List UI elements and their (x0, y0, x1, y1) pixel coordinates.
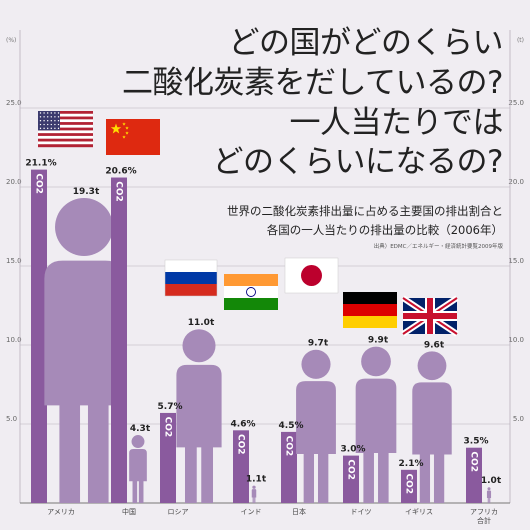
bar-value-label-5: 3.0% (341, 445, 366, 455)
bar-3 (233, 430, 249, 503)
person-mark-5 (355, 346, 397, 503)
source-note: 出典）EDMC／エネルギー・経済統計要覧2009年版 (374, 242, 504, 250)
x-tick-label-7-1: 合計 (477, 516, 491, 525)
russia-flag (164, 259, 218, 297)
person-value-label-2: 11.0t (188, 318, 215, 328)
y-tick-label-1: 5.0 (6, 415, 17, 423)
marks (31, 169, 492, 503)
x-tick-label-0: アメリカ (47, 508, 75, 516)
person-mark-2 (176, 329, 222, 503)
y-unit-left: (%) (6, 37, 16, 44)
headline-line-2: 二酸化炭素をだしているの? (122, 65, 503, 101)
y-tick-label-4: 20.0 (6, 178, 22, 186)
bar-value-label-4: 4.5% (279, 421, 304, 431)
person-mark-4 (296, 349, 336, 503)
bar-value-label-2: 5.7% (158, 402, 183, 412)
person-mark-7 (486, 487, 492, 503)
us-flag (38, 111, 93, 148)
bar-co2-text-0: CO2 (34, 173, 44, 194)
bar-co2-text-5: CO2 (346, 459, 356, 480)
bar-co2-text-2: CO2 (163, 417, 173, 438)
bar-0 (31, 169, 47, 503)
person-value-label-0: 19.3t (73, 187, 100, 197)
bar-2 (160, 412, 176, 503)
bar-5 (343, 455, 359, 503)
person-mark-6 (412, 351, 452, 503)
labels: CO2 21.1% 19.3t アメリカ CO2 20.6% 4.3t 中国 CO2 5.7% 11… (25, 159, 501, 525)
x-tick-label-4: 日本 (292, 507, 306, 516)
subtitle: 世界の二酸化炭素排出量に占める主要国の排出割合と各国の一人当たりの排出量の比較（… (227, 204, 503, 250)
subtitle-line-2: 各国の一人当たりの排出量の比較（2006年） (267, 223, 503, 237)
headline-line-4: どのくらいになるの? (213, 144, 503, 180)
person-value-label-3: 1.1t (246, 475, 267, 485)
bar-value-label-1: 20.6% (105, 167, 136, 177)
bar-6 (401, 469, 417, 503)
bar-co2-text-6: CO2 (404, 474, 414, 495)
x-tick-label-7: アフリカ (470, 508, 498, 516)
person-value-label-7: 1.0t (481, 476, 502, 486)
germany-flag (343, 292, 397, 328)
bar-co2-text-7: CO2 (469, 451, 479, 472)
y2-tick-label-4: 20.0 (508, 178, 524, 186)
y-tick-label-5: 25.0 (6, 99, 22, 107)
x-tick-label-1: 中国 (122, 507, 136, 516)
person-value-label-4: 9.7t (308, 339, 329, 349)
bar-value-label-3: 4.6% (231, 419, 256, 429)
y-tick-label-2: 10.0 (6, 336, 22, 344)
bar-value-label-6: 2.1% (399, 459, 424, 469)
headline-line-1: どの国がどのくらい (229, 25, 504, 61)
bar-1 (111, 177, 127, 503)
china-flag (106, 119, 160, 155)
x-tick-label-5: ドイツ (351, 508, 372, 516)
bar-co2-text-4: CO2 (284, 436, 294, 457)
person-mark-0 (44, 198, 124, 503)
y-tick-label-3: 15.0 (6, 257, 22, 265)
x-tick-label-6: イギリス (405, 508, 433, 516)
subtitle-line-1: 世界の二酸化炭素排出量に占める主要国の排出割合と (227, 204, 503, 218)
x-tick-label-3: インド (241, 508, 262, 516)
person-value-label-5: 9.9t (368, 336, 389, 346)
flags (38, 111, 459, 337)
y2-tick-label-5: 25.0 (508, 99, 524, 107)
person-mark-3 (251, 485, 257, 503)
bar-value-label-7: 3.5% (464, 437, 489, 447)
bar-4 (281, 431, 297, 503)
person-mark-1 (129, 435, 147, 503)
y-unit-right: (t) (517, 37, 524, 44)
india-flag (224, 274, 278, 310)
bar-co2-text-1: CO2 (114, 181, 124, 202)
person-value-label-6: 9.6t (424, 340, 445, 350)
headline-line-3: 一人当たりでは (290, 105, 504, 141)
japan-flag (284, 257, 339, 294)
y2-tick-label-3: 15.0 (508, 257, 524, 265)
bar-7 (466, 447, 482, 503)
y2-tick-label-2: 10.0 (508, 336, 524, 344)
y2-tick-label-1: 5.0 (513, 415, 524, 423)
person-value-label-1: 4.3t (130, 424, 151, 434)
x-tick-label-2: ロシア (168, 508, 189, 516)
bar-co2-text-3: CO2 (236, 434, 246, 455)
uk-flag (401, 295, 459, 337)
bar-value-label-0: 21.1% (25, 159, 56, 169)
